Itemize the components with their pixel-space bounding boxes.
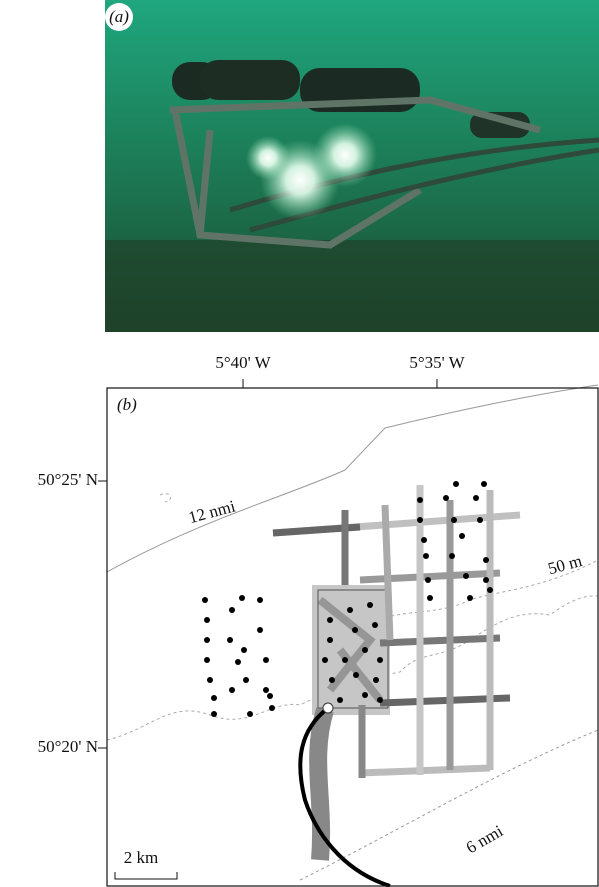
sample-point (267, 693, 273, 699)
sample-point (204, 637, 210, 643)
sample-point (453, 481, 459, 487)
sample-point (459, 533, 465, 539)
sample-point (463, 573, 469, 579)
sample-point (427, 595, 433, 601)
y-axis-label: 50°25' N (38, 470, 98, 489)
tracks (273, 485, 520, 860)
sample-point (377, 657, 383, 663)
sample-point (373, 677, 379, 683)
scale-bar-label: 2 km (124, 848, 158, 867)
sample-point (483, 557, 489, 563)
sample-point (423, 553, 429, 559)
sample-point (327, 617, 333, 623)
coast-line (107, 385, 598, 572)
sample-point (235, 659, 241, 665)
sample-point (347, 607, 353, 613)
sample-point (467, 595, 473, 601)
sample-point (443, 495, 449, 501)
sample-point (241, 647, 247, 653)
sample-point (243, 677, 249, 683)
shore-station (323, 703, 333, 713)
y-axis-label: 50°20' N (38, 737, 98, 756)
sample-point (477, 517, 483, 523)
map: 5°40' W 5°35' W 50°25' N 50°20' N (38, 353, 598, 886)
figure: (a) 5°40' W 5°35' W 50°25' N 50°20' N (0, 0, 599, 887)
sample-point (329, 677, 335, 683)
sample-point (487, 587, 493, 593)
sample-point (207, 677, 213, 683)
page: (a) 5°40' W 5°35' W 50°25' N 50°20' N (0, 0, 599, 887)
sample-point (269, 705, 275, 711)
sample-point (377, 697, 383, 703)
sample-point (211, 711, 217, 717)
sample-point (229, 607, 235, 613)
sample-point (353, 672, 359, 678)
sample-point (342, 657, 348, 663)
sample-point (425, 577, 431, 583)
sample-point (337, 697, 343, 703)
sample-point (352, 627, 358, 633)
sample-point (483, 577, 489, 583)
sample-point (322, 657, 328, 663)
sample-point (227, 637, 233, 643)
panel-label: (a) (109, 7, 129, 26)
sample-point (202, 597, 208, 603)
sample-point (362, 692, 368, 698)
sample-point (473, 495, 479, 501)
sample-point (362, 647, 368, 653)
sample-point (257, 627, 263, 633)
sample-point (263, 687, 269, 693)
scale-bar (115, 872, 177, 879)
panel-label: (b) (117, 395, 137, 414)
annotation: 50 m (546, 551, 584, 578)
sample-point (327, 637, 333, 643)
sample-point (417, 517, 423, 523)
sample-point (421, 537, 427, 543)
sample-point (367, 602, 373, 608)
sample-point (417, 497, 423, 503)
x-axis-label: 5°40' W (215, 353, 271, 372)
sample-point (263, 657, 269, 663)
sample-point (372, 622, 378, 628)
sample-point (239, 595, 245, 601)
sample-point (211, 695, 217, 701)
sample-point (204, 617, 210, 623)
annotation: 6 nmi (463, 821, 507, 857)
x-axis-label: 5°35' W (409, 353, 465, 372)
sample-point (204, 657, 210, 663)
sample-point (449, 553, 455, 559)
sample-point (257, 597, 263, 603)
sample-point (451, 517, 457, 523)
sample-point (247, 711, 253, 717)
photo: (a) (105, 0, 599, 332)
sample-point (229, 687, 235, 693)
sample-point (481, 481, 487, 487)
